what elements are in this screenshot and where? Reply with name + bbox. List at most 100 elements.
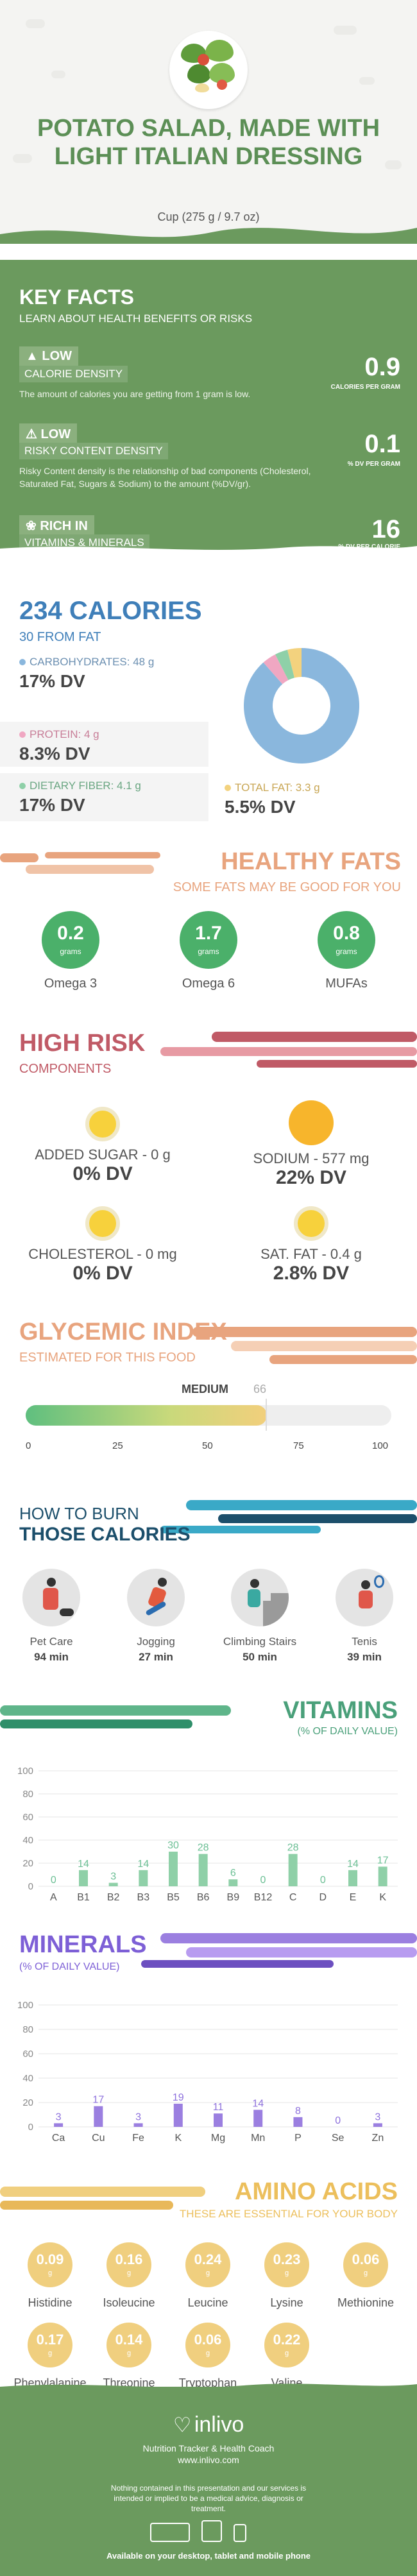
amino-item: 0.14 g Threonine	[90, 2323, 167, 2390]
bar	[79, 1870, 88, 1886]
protein-dv: 8.3% DV	[19, 744, 90, 763]
level-text: RICH IN	[40, 519, 88, 533]
fat-dv: 5.5% DV	[225, 797, 296, 817]
category-label: Mn	[251, 2133, 265, 2144]
amino-unit: g	[284, 2269, 289, 2277]
bar	[293, 2117, 303, 2127]
amino-value: 0.06	[352, 2251, 380, 2267]
added-sugar-item: ADDED SUGAR - 0 g 0% DV	[19, 1107, 186, 1185]
y-tick-label: 20	[22, 1858, 33, 1869]
amino-name: Methionine	[337, 2296, 395, 2309]
omega3-bubble: 0.2 grams	[42, 911, 99, 969]
fat-dot	[225, 785, 231, 791]
bar-value-label: 14	[252, 2098, 264, 2109]
rich-in-level: ❀ RICH IN	[19, 515, 94, 536]
tennis-minutes: 39 min	[347, 1651, 382, 1663]
amino-subtitle: THESE ARE ESSENTIAL FOR YOUR BODY	[179, 2208, 398, 2220]
category-label: B3	[137, 1892, 150, 1903]
tennis-icon	[336, 1569, 393, 1626]
amino-value: 0.06	[194, 2332, 222, 2348]
footer-wave	[0, 2384, 417, 2392]
amino-value: 0.09	[36, 2251, 64, 2267]
sat-fat-item: SAT. FAT - 0.4 g 2.8% DV	[228, 1206, 395, 1284]
fiber-dv: 17% DV	[19, 795, 85, 815]
y-tick-label: 100	[17, 2000, 33, 2011]
burn-ribbon	[160, 1500, 417, 1533]
amino-item: 0.06 g Tryptophan	[169, 2323, 246, 2390]
gi-tick: 0	[26, 1440, 31, 1451]
glycemic-ribbon	[192, 1327, 417, 1364]
footer-tagline: Nutrition Tracker & Health Coach	[142, 2443, 275, 2453]
bar-value-label: 14	[78, 1859, 89, 1870]
burn-section: HOW TO BURN THOSE CALORIES Pet Care 94 m…	[0, 1488, 417, 1700]
omega3-unit: grams	[60, 947, 81, 956]
donut-fat	[287, 647, 302, 678]
fiber-dot	[19, 783, 26, 789]
header-section: POTATO SALAD, MADE WITH LIGHT ITALIAN DR…	[0, 0, 417, 244]
amino-value: 0.22	[273, 2332, 301, 2348]
calories-section: 234 CALORIES 30 FROM FAT CARBOHYDRATES: …	[0, 590, 417, 834]
donut-carbs	[244, 648, 360, 763]
carbs-label: CARBOHYDRATES: 48 g	[30, 656, 155, 668]
amino-item: 0.06 g Methionine	[327, 2242, 404, 2310]
wave-divider	[0, 546, 417, 555]
tennis-name: Tenis	[352, 1635, 377, 1648]
bar-value-label: 0	[51, 1875, 56, 1886]
high-risk-section: HIGH RISK COMPONENTS ADDED SUGAR - 0 g 0…	[0, 1023, 417, 1293]
bar-value-label: 3	[56, 2111, 62, 2122]
bar	[198, 1854, 208, 1886]
bar	[54, 2123, 64, 2127]
salad-image	[169, 31, 248, 109]
calories-from-fat: 30 FROM FAT	[19, 630, 101, 644]
running-icon	[127, 1569, 185, 1626]
glycemic-section: GLYCEMIC INDEX ESTIMATED FOR THIS FOOD M…	[0, 1318, 417, 1466]
category-label: P	[294, 2133, 302, 2144]
bar-value-label: 28	[287, 1843, 299, 1854]
jogging-name: Jogging	[137, 1635, 175, 1648]
walking-dog-icon	[22, 1569, 80, 1626]
carbs-dv: 17% DV	[19, 671, 85, 691]
category-label: Cu	[92, 2133, 105, 2144]
minerals-ribbon	[141, 1933, 417, 1968]
fat-stat: TOTAL FAT: 3.3 g 5.5% DV	[225, 781, 398, 817]
gi-tick: 50	[202, 1440, 213, 1451]
category-label: K	[379, 1892, 386, 1903]
vitamins-bar-chart: 0 20 40 60 80 100 0 A 14 B1 3 B2 14 B3 30 B5 28 B6 6 B9 0 B12…	[17, 1766, 398, 1903]
category-label: Zn	[372, 2133, 384, 2144]
glycemic-fill	[26, 1405, 267, 1426]
donut-fiber	[275, 649, 294, 680]
carbs-stat: CARBOHYDRATES: 48 g 17% DV	[19, 656, 212, 692]
glycemic-marker	[266, 1399, 267, 1431]
y-tick-label: 80	[22, 1789, 33, 1800]
macro-donut-chart	[244, 647, 360, 763]
cholesterol-item: CHOLESTEROL - 0 mg 0% DV	[19, 1206, 186, 1284]
bar-value-label: 0	[335, 2115, 341, 2126]
mufas-value: 0.8	[333, 923, 360, 944]
warning-icon: ⚠	[26, 427, 37, 441]
amino-unit: g	[205, 2269, 210, 2277]
level-text: LOW	[42, 349, 72, 363]
amino-name: Tryptophan	[178, 2376, 237, 2389]
bar-value-label: 17	[377, 1855, 389, 1866]
bar	[288, 1854, 298, 1886]
leaf-icon: ❀	[26, 519, 37, 533]
grin-face-icon	[85, 1206, 120, 1241]
sat-fat-name: SAT. FAT - 0.4 g	[260, 1246, 362, 1262]
sodium-name: SODIUM - 577 mg	[253, 1150, 370, 1166]
flame-icon: ▲	[26, 349, 38, 363]
omega6-unit: grams	[198, 947, 219, 956]
footer-url[interactable]: www.inlivo.com	[178, 2455, 239, 2465]
bar-value-label: 30	[167, 1840, 179, 1851]
amino-name: Lysine	[270, 2296, 303, 2309]
gi-tick: 25	[112, 1440, 123, 1451]
calorie-density-value: 0.9	[364, 353, 400, 381]
omega3-label: Omega 3	[44, 977, 98, 991]
bar-value-label: 6	[230, 1868, 236, 1879]
category-label: D	[319, 1892, 327, 1903]
category-label: Ca	[52, 2133, 65, 2144]
jogging-activity: Jogging 27 min	[108, 1569, 204, 1664]
minerals-title: MINERALS	[19, 1931, 147, 1958]
sodium-dv: 22% DV	[275, 1167, 347, 1188]
glycemic-value: 66	[253, 1383, 267, 1395]
vitamins-ribbon	[0, 1705, 231, 1728]
